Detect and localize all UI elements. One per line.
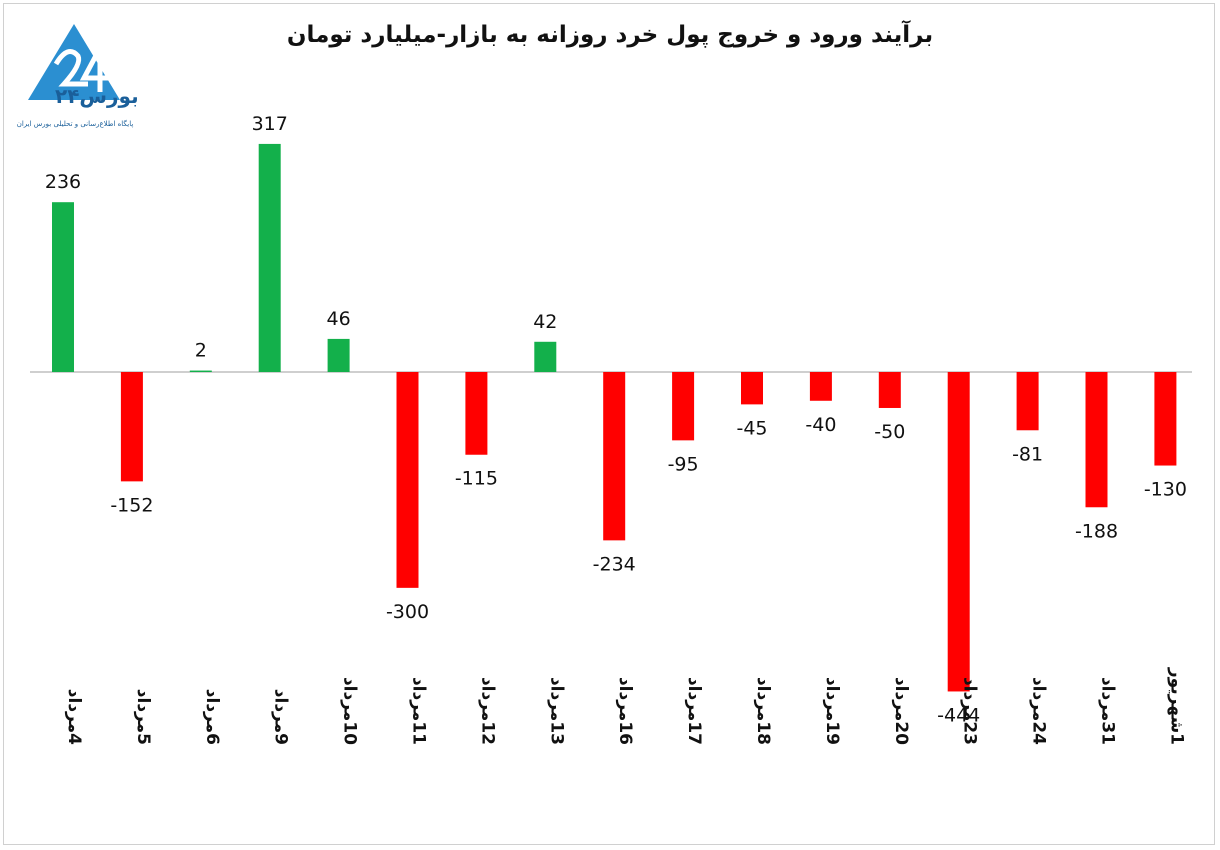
data-label-3: 317 [252,113,288,135]
category-label-1: 5مرداد [133,689,153,745]
logo [8,22,153,142]
bar-0 [52,202,74,372]
bar-14 [1016,372,1039,431]
category-label-0: 4مرداد [64,689,84,745]
bar-4 [327,338,350,372]
category-label-10: 18مرداد [753,677,773,745]
bar-11 [809,372,832,401]
category-label-14: 24مرداد [1029,677,1049,745]
bar-16 [1154,372,1177,466]
category-label-15: 31مرداد [1098,677,1118,745]
category-label-9: 17مرداد [684,677,704,745]
category-label-7: 13مرداد [546,677,566,745]
data-label-16: -130 [1144,479,1187,501]
bar-15 [1085,372,1108,508]
data-label-11: -40 [805,414,836,436]
data-label-5: -300 [386,601,429,623]
bar-12 [878,372,901,408]
data-label-13: -444 [937,704,980,726]
category-label-11: 19مرداد [822,677,842,745]
data-label-7: 42 [533,311,557,333]
data-label-4: 46 [327,308,351,330]
bar-10 [741,372,763,405]
data-label-10: -45 [736,417,767,439]
logo-triangle-icon [28,24,120,100]
bar-6 [465,372,488,455]
category-label-2: 6مرداد [202,689,222,745]
logo-tagline: پایگاه اطلاع‌رسانی و تحلیلی بورس ایران [16,120,134,128]
bar-1 [120,372,143,482]
data-label-14: -81 [1012,443,1043,465]
data-label-1: -152 [110,494,153,516]
bar-7 [534,341,557,372]
data-label-0: 236 [45,171,81,193]
bar-3 [258,143,281,372]
data-label-8: -234 [593,553,636,575]
data-label-12: -50 [874,421,905,443]
category-label-5: 11مرداد [409,677,429,745]
category-label-8: 16مرداد [615,677,635,745]
bar-2 [189,370,212,372]
category-label-12: 20مرداد [891,677,911,745]
bar-13 [947,372,970,692]
category-label-4: 10مرداد [340,677,360,745]
bar-8 [603,372,626,541]
category-label-16: 1شهریور [1166,667,1186,745]
logo-name: بورس۲۴ [55,84,139,108]
chart-title: برآیند ورود و خروج پول خرد روزانه به باز… [286,22,934,48]
category-label-13: 23مرداد [960,677,980,745]
data-label-9: -95 [668,453,699,475]
data-label-15: -188 [1075,520,1118,542]
data-label-6: -115 [455,468,498,490]
bar-5 [396,372,419,588]
data-label-2: 2 [195,340,207,362]
category-label-6: 12مرداد [477,677,497,745]
category-label-3: 9مرداد [271,689,291,745]
bar-9 [672,372,695,441]
